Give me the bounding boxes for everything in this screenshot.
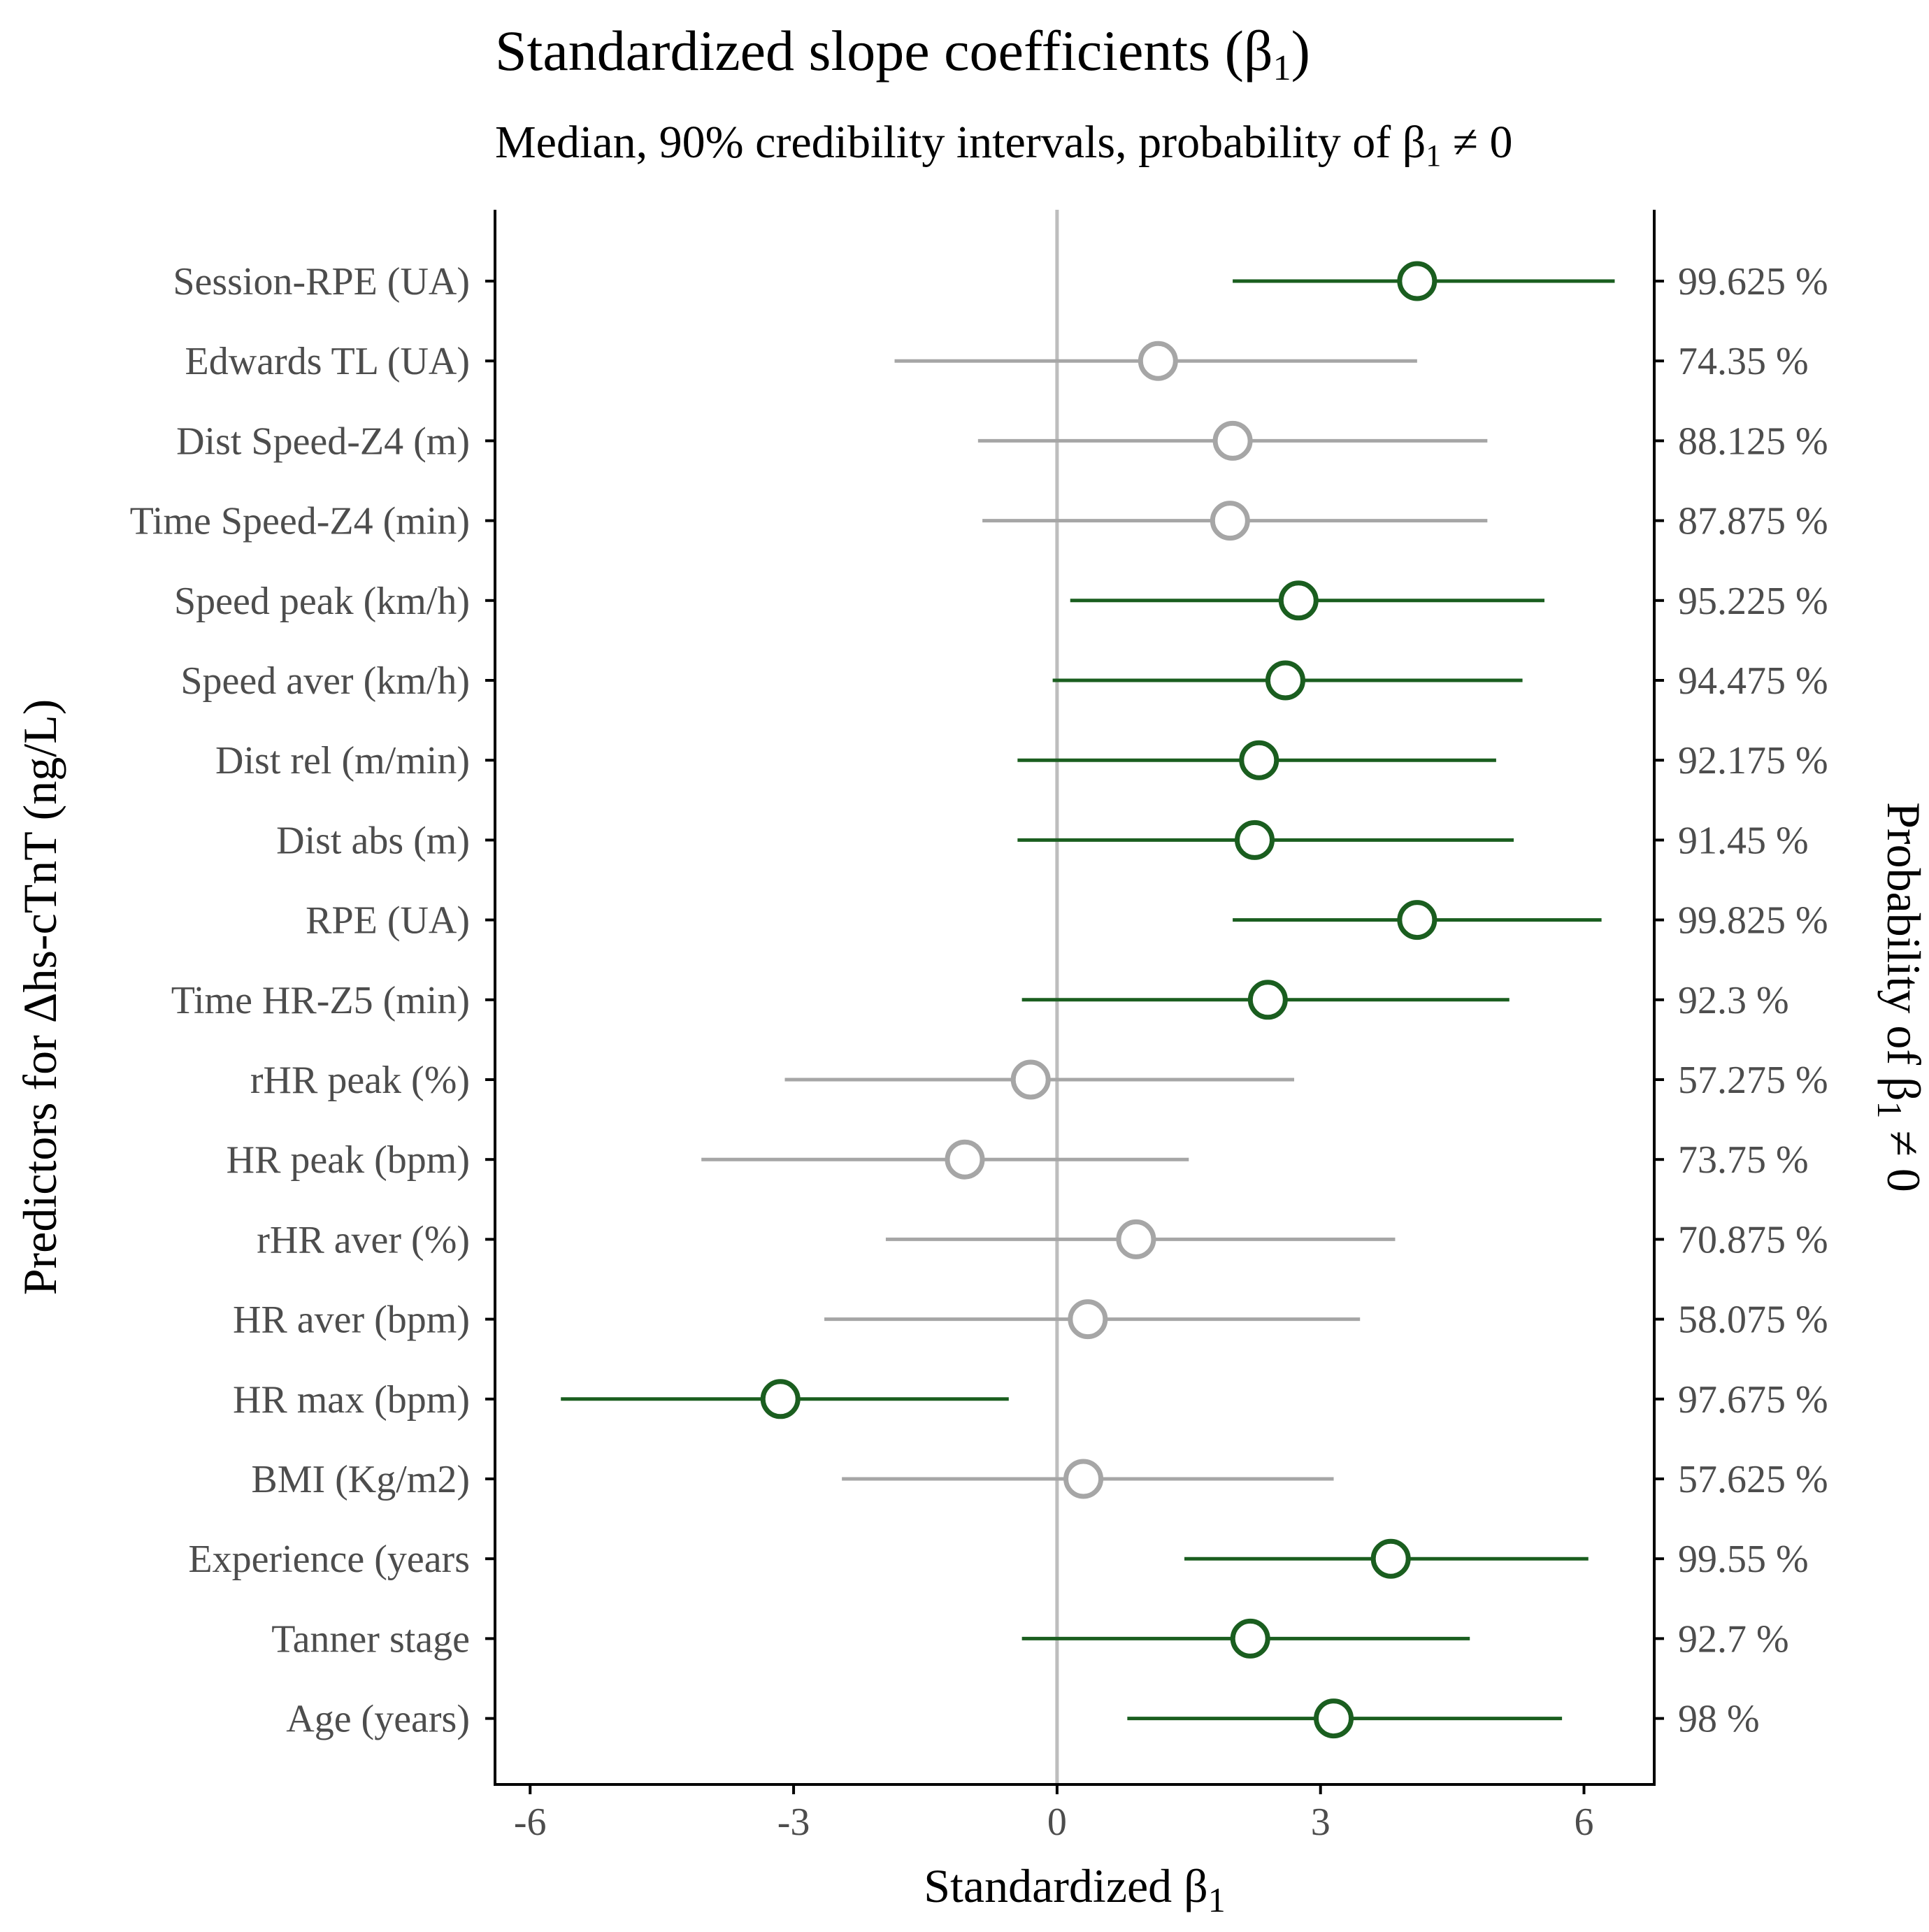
- probability-label: 99.825 %: [1678, 899, 1828, 943]
- median-point: [1234, 820, 1275, 860]
- median-point: [1397, 261, 1437, 301]
- predictor-label: HR aver (bpm): [233, 1298, 470, 1342]
- predictor-row: Time Speed-Z4 (min) 87.875 %: [130, 500, 1828, 543]
- predictor-row: BMI (Kg/m2) 57.625 %: [251, 1458, 1828, 1501]
- predictor-label: Speed aver (km/h): [180, 659, 470, 703]
- predictor-label: Tanner stage: [271, 1617, 470, 1661]
- predictor-row: Dist rel (m/min) 92.175 %: [215, 739, 1828, 782]
- predictor-row: Dist abs (m) 91.45 %: [276, 819, 1809, 862]
- probability-label: 92.175 %: [1678, 739, 1828, 782]
- predictor-row: RPE (UA) 99.825 %: [306, 899, 1828, 943]
- x-axis-label: Standardized β1: [924, 1859, 1226, 1919]
- x-tick-label: 0: [1047, 1801, 1067, 1844]
- probability-label: 58.075 %: [1678, 1298, 1828, 1342]
- median-point: [1278, 580, 1319, 621]
- probability-label: 87.875 %: [1678, 500, 1828, 543]
- median-point: [1230, 1618, 1270, 1659]
- probability-label: 97.675 %: [1678, 1378, 1828, 1422]
- predictor-row: Age (years) 98 %: [286, 1698, 1759, 1741]
- predictor-label: BMI (Kg/m2): [251, 1458, 470, 1501]
- probability-label: 88.125 %: [1678, 420, 1828, 463]
- x-tick-label: 6: [1575, 1801, 1594, 1844]
- median-point: [1010, 1059, 1051, 1100]
- predictor-label: rHR aver (%): [257, 1218, 470, 1261]
- median-point: [1397, 900, 1437, 940]
- x-tick-label: 3: [1311, 1801, 1331, 1844]
- median-point: [1314, 1698, 1354, 1739]
- probability-label: 74.35 %: [1678, 340, 1809, 383]
- probability-label: 99.625 %: [1678, 260, 1828, 303]
- median-point: [1138, 341, 1178, 381]
- predictor-label: Edwards TL (UA): [185, 340, 470, 383]
- probability-label: 70.875 %: [1678, 1218, 1828, 1261]
- probability-label: 98 %: [1678, 1698, 1760, 1741]
- predictor-rows: Session-RPE (UA) 99.625 % Edwards TL (UA) 7…: [130, 260, 1828, 1741]
- median-point: [1239, 740, 1279, 780]
- predictor-label: Time Speed-Z4 (min): [130, 500, 470, 543]
- predictor-row: HR max (bpm) 97.675 %: [233, 1378, 1828, 1422]
- predictor-row: Experience (years 99.55 %: [188, 1538, 1808, 1581]
- median-point: [1265, 660, 1305, 701]
- probability-label: 91.45 %: [1678, 819, 1809, 862]
- predictor-row: Speed aver (km/h) 94.475 %: [180, 659, 1828, 703]
- predictor-row: HR peak (bpm) 73.75 %: [227, 1138, 1809, 1182]
- probability-label: 92.7 %: [1678, 1617, 1789, 1661]
- predictor-label: Dist rel (m/min): [215, 739, 470, 782]
- predictor-label: RPE (UA): [306, 899, 470, 943]
- median-point: [945, 1139, 985, 1180]
- probability-label: 57.275 %: [1678, 1059, 1828, 1102]
- median-point: [1068, 1299, 1108, 1340]
- predictor-row: rHR peak (%) 57.275 %: [250, 1059, 1828, 1102]
- predictor-label: Dist Speed-Z4 (m): [176, 420, 470, 463]
- predictor-label: Experience (years: [188, 1538, 470, 1581]
- x-tick-label: -3: [777, 1801, 810, 1844]
- y-axis-label: Predictors for Δhs-cTnT (ng/L): [13, 699, 66, 1296]
- median-point: [1063, 1459, 1104, 1499]
- median-point: [760, 1379, 801, 1419]
- predictor-label: Age (years): [286, 1698, 470, 1741]
- median-point: [1370, 1538, 1411, 1579]
- predictor-row: Time HR-Z5 (min) 92.3 %: [171, 979, 1789, 1022]
- predictor-row: Dist Speed-Z4 (m) 88.125 %: [176, 420, 1828, 463]
- probability-label: 95.225 %: [1678, 580, 1828, 623]
- chart-subtitle: Median, 90% credibility intervals, proba…: [495, 117, 1513, 173]
- predictor-label: HR peak (bpm): [227, 1138, 470, 1182]
- predictor-label: Dist abs (m): [276, 819, 470, 862]
- median-point: [1247, 980, 1288, 1020]
- predictor-row: Edwards TL (UA) 74.35 %: [185, 340, 1809, 383]
- predictor-label: Session-RPE (UA): [173, 260, 470, 303]
- y-axis-label-right: Probability of β1 ≠ 0: [1870, 802, 1929, 1192]
- predictor-row: HR aver (bpm) 58.075 %: [233, 1298, 1828, 1342]
- probability-label: 94.475 %: [1678, 659, 1828, 703]
- predictor-row: Session-RPE (UA) 99.625 %: [173, 260, 1828, 303]
- probability-label: 73.75 %: [1678, 1138, 1809, 1182]
- chart-title: Standardized slope coefficients (β1): [495, 19, 1310, 88]
- predictor-row: Tanner stage 92.7 %: [271, 1617, 1788, 1661]
- median-point: [1212, 420, 1253, 461]
- probability-label: 92.3 %: [1678, 979, 1789, 1022]
- predictor-label: HR max (bpm): [233, 1378, 470, 1422]
- x-tick-label: -6: [514, 1801, 547, 1844]
- median-point: [1116, 1219, 1156, 1259]
- median-point: [1210, 501, 1250, 541]
- predictor-row: rHR aver (%) 70.875 %: [257, 1218, 1828, 1261]
- predictor-label: rHR peak (%): [250, 1059, 470, 1102]
- probability-label: 99.55 %: [1678, 1538, 1809, 1581]
- probability-label: 57.625 %: [1678, 1458, 1828, 1501]
- predictor-label: Speed peak (km/h): [174, 580, 470, 623]
- predictor-row: Speed peak (km/h) 95.225 %: [174, 580, 1828, 623]
- predictor-label: Time HR-Z5 (min): [171, 979, 470, 1022]
- x-axis-ticks: -6 -3 0 3 6: [514, 1784, 1594, 1844]
